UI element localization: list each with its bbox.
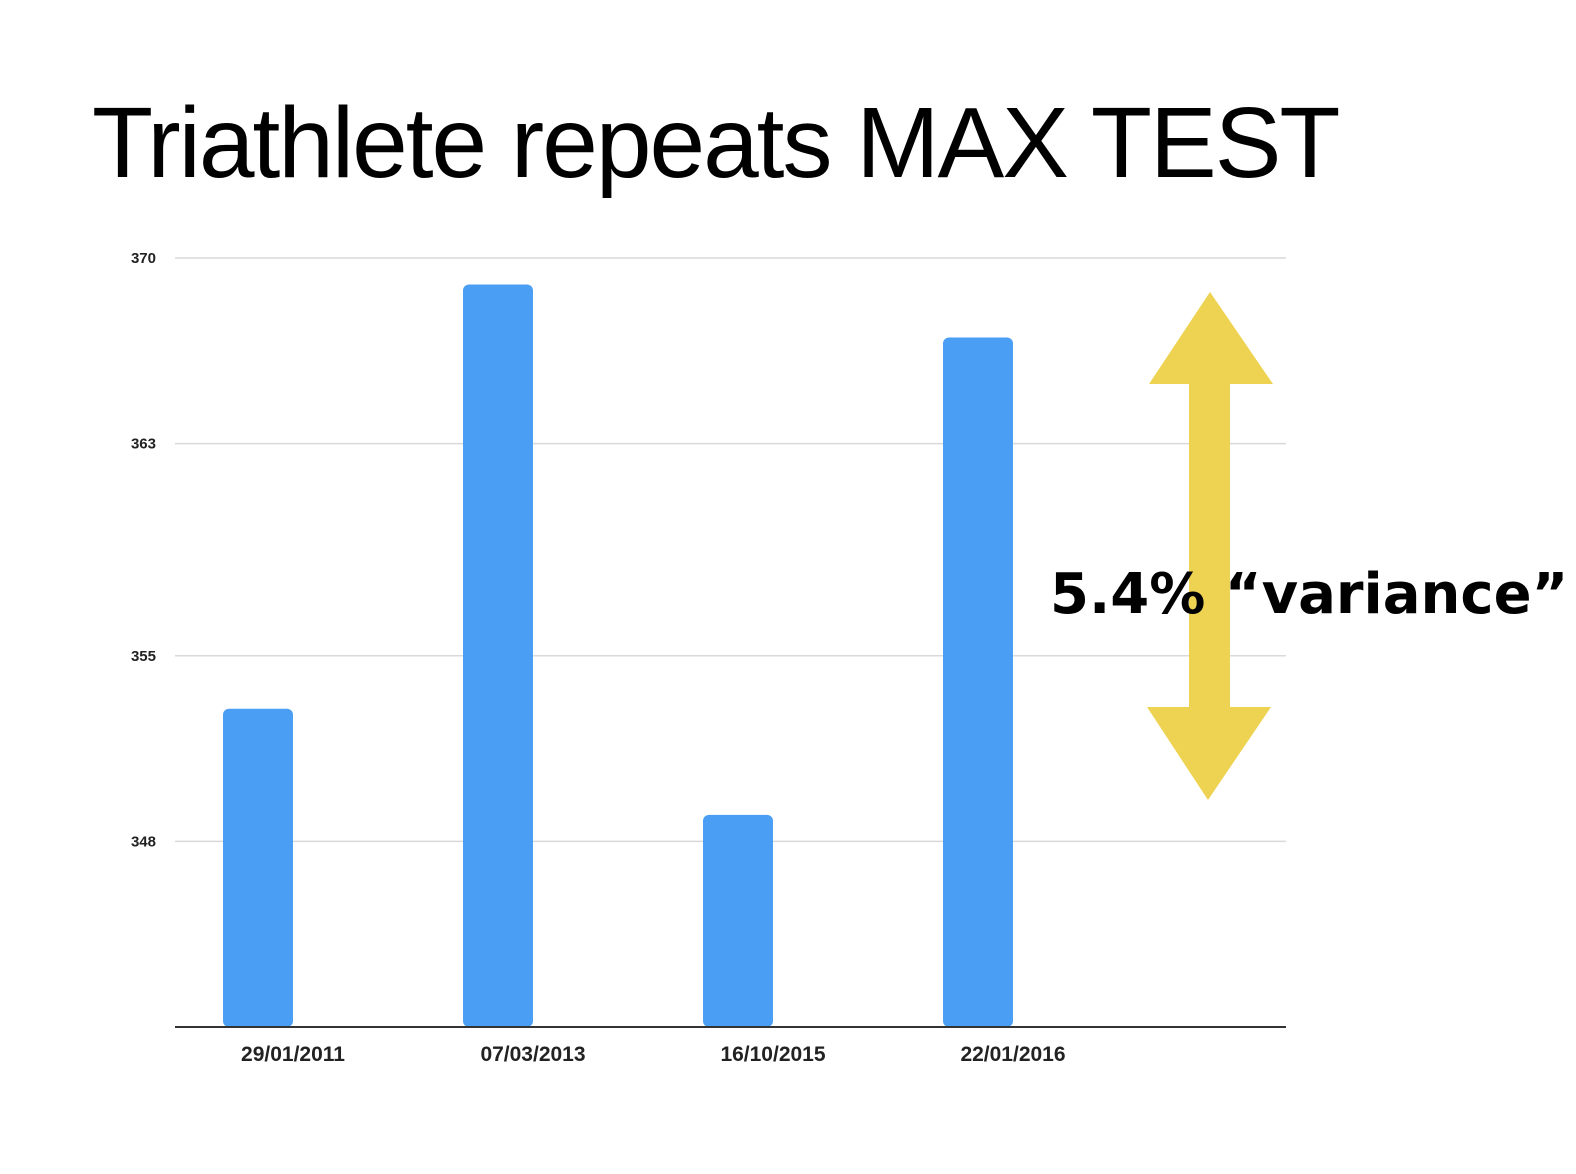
y-axis-ticks: 348 355 363 370 xyxy=(131,250,156,850)
bar xyxy=(703,814,773,1027)
x-tick-label: 16/10/2015 xyxy=(720,1043,825,1066)
y-tick-label: 363 xyxy=(131,436,156,453)
gridlines xyxy=(175,257,1286,843)
x-tick-label: 29/01/2011 xyxy=(241,1043,345,1066)
bars xyxy=(223,284,1013,1028)
x-tick-label: 22/01/2016 xyxy=(960,1043,1065,1066)
y-tick-label: 348 xyxy=(131,833,156,850)
y-tick-label: 370 xyxy=(131,250,156,267)
bar xyxy=(223,708,293,1027)
double-arrow-icon xyxy=(1147,292,1273,800)
x-tick-label: 07/03/2013 xyxy=(480,1043,585,1066)
slide-title: Triathlete repeats MAX TEST xyxy=(92,87,1340,199)
y-tick-label: 355 xyxy=(131,648,156,665)
x-axis-ticks: 29/01/2011 07/03/2013 16/10/2015 22/01/2016 xyxy=(241,1043,1066,1066)
bar xyxy=(463,284,533,1028)
variance-annotation: 5.4% “variance” xyxy=(1050,562,1568,627)
variance-arrow xyxy=(1147,292,1273,800)
bar xyxy=(943,337,1013,1027)
